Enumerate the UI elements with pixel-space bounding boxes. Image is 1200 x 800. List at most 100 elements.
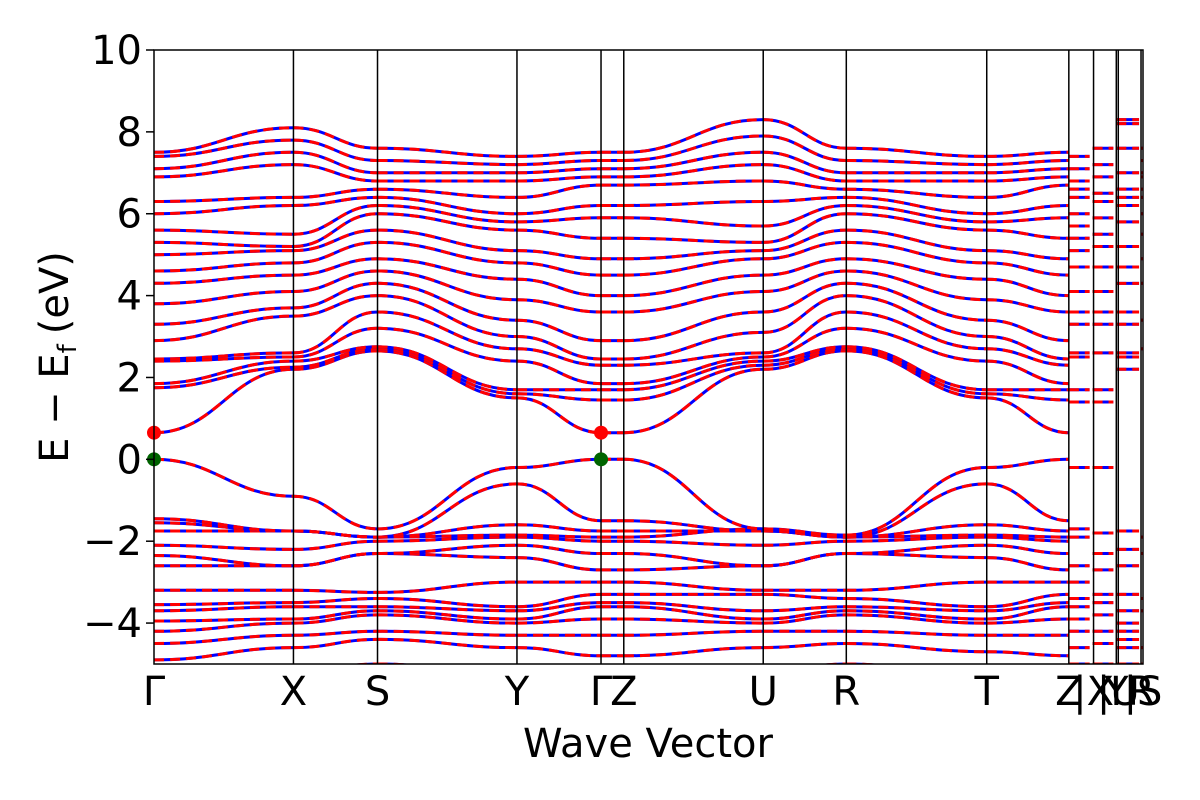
band-line-red [516, 617, 602, 625]
band-line-red [623, 629, 764, 637]
band-line-red [846, 347, 987, 396]
band-line-blue [516, 277, 602, 298]
band-line-red [623, 236, 764, 244]
band-line-red [377, 466, 518, 531]
band-line-red [986, 482, 1069, 523]
band-line-red [763, 609, 847, 621]
band-line-blue [516, 298, 602, 314]
x-tick-label: R [1127, 669, 1155, 715]
y-axis-title-unit: (eV) [32, 251, 78, 334]
y-tick-label: −2 [83, 519, 142, 565]
band-line-red [377, 187, 518, 199]
band-line-blue [763, 349, 847, 371]
band-line-red [154, 150, 294, 171]
band-line-red [846, 281, 987, 322]
band-line-red [377, 159, 518, 167]
band-line-blue [516, 318, 602, 343]
band-line-red [986, 601, 1069, 613]
band-line-blue [293, 326, 378, 359]
band-line-red [623, 539, 764, 547]
band-line-red [623, 290, 764, 314]
band-line-blue [293, 529, 378, 539]
y-axis-ticks: −4 −2 0 2 4 6 8 10 [83, 28, 154, 647]
band-line-blue [293, 187, 378, 199]
band-line-red [293, 629, 378, 637]
band-line-red [623, 605, 764, 621]
band-line-red [154, 621, 294, 633]
band-line-blue [763, 240, 847, 261]
band-line-red [846, 146, 987, 158]
band-line-red [846, 642, 987, 654]
plot-frame [153, 49, 1144, 665]
band-line-red [154, 355, 294, 363]
band-line-red [846, 349, 987, 400]
band-line-blue [763, 552, 847, 568]
band-line-red [377, 543, 518, 555]
band-line-red [377, 597, 518, 609]
band-line-red [986, 216, 1069, 224]
band-line-red [846, 212, 987, 232]
band-line-red [516, 216, 602, 224]
band-line-red [623, 646, 764, 658]
band-line-red [154, 605, 294, 613]
band-line-red [377, 349, 518, 400]
band-line-red [763, 605, 847, 613]
band-line-red [154, 261, 294, 273]
band-line-red [623, 179, 764, 187]
y-tick-label: 4 [117, 274, 142, 320]
band-line-red [623, 249, 764, 261]
band-line-red [623, 134, 764, 162]
band-line-red [623, 580, 764, 592]
band-line-red [623, 457, 764, 531]
band-line-red [846, 609, 987, 621]
band-line-red [986, 592, 1069, 609]
band-line-blue [763, 204, 847, 228]
band-line-red [154, 306, 294, 326]
band-line-red [763, 529, 847, 539]
band-line-red [154, 359, 294, 386]
band-line-red [293, 588, 378, 594]
y-axis-title-main: E − E [32, 353, 78, 463]
band-line-red [377, 294, 518, 338]
y-tick-label: 0 [117, 437, 142, 483]
band-line-red [154, 543, 294, 551]
band-line-red [377, 345, 518, 392]
band-line-red [986, 523, 1069, 533]
band-line-red [154, 290, 294, 306]
x-tick-label: Y [504, 669, 530, 715]
band-line-red [623, 363, 764, 402]
band-line-red [846, 466, 987, 537]
band-line-red [154, 365, 294, 390]
svg-text:E − Ef(eV): E − Ef (eV) [32, 251, 83, 463]
band-line-red [846, 535, 987, 543]
x-axis-title: Wave Vector [523, 721, 774, 767]
x-tick-label: Γ [590, 669, 613, 715]
band-line-red [623, 330, 764, 361]
band-line-blue [516, 204, 602, 216]
band-line-red [986, 228, 1069, 240]
band-line-red [846, 345, 987, 392]
y-axis-title-subscript: f [53, 343, 83, 353]
band-line-red [986, 167, 1069, 175]
band-line-blue [516, 543, 602, 555]
band-line-red [154, 138, 294, 158]
band-line-blue [516, 347, 602, 367]
band-line-red [986, 261, 1069, 277]
band-line-red [623, 200, 764, 207]
band-line-red [846, 597, 987, 609]
x-tick-label: Z [1055, 669, 1082, 715]
band-line-blue [763, 150, 847, 175]
band-line-red [154, 249, 294, 257]
band-line-blue [293, 195, 378, 207]
band-line-blue [516, 592, 602, 609]
band-line-blue [293, 138, 378, 162]
band-line-blue [293, 609, 378, 621]
band-line-red [154, 126, 294, 154]
band-line-blue [763, 212, 847, 244]
band-edge-marker [594, 452, 609, 467]
band-line-blue [516, 335, 602, 361]
x-axis-ticks: Γ X S Y ΓZ U R T Z|XY|UR|S [143, 669, 1163, 715]
band-line-red [986, 535, 1069, 543]
band-line-blue [516, 249, 602, 261]
band-line-red [846, 228, 987, 253]
